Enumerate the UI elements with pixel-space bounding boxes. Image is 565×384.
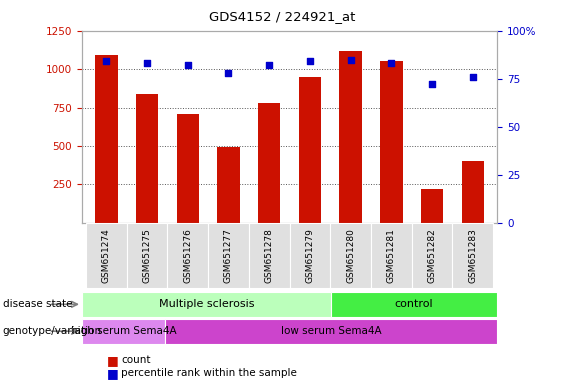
Text: GSM651277: GSM651277 bbox=[224, 228, 233, 283]
FancyBboxPatch shape bbox=[331, 292, 497, 317]
Text: GSM651283: GSM651283 bbox=[468, 228, 477, 283]
Text: ■: ■ bbox=[107, 367, 119, 380]
FancyBboxPatch shape bbox=[453, 223, 493, 288]
Text: genotype/variation: genotype/variation bbox=[3, 326, 102, 336]
FancyBboxPatch shape bbox=[82, 319, 165, 344]
Point bbox=[306, 58, 315, 65]
Text: high serum Sema4A: high serum Sema4A bbox=[71, 326, 176, 336]
FancyBboxPatch shape bbox=[331, 223, 371, 288]
Bar bbox=[95, 55, 118, 223]
Text: GSM651274: GSM651274 bbox=[102, 228, 111, 283]
Bar bbox=[218, 147, 240, 223]
Point bbox=[142, 60, 151, 66]
Text: GSM651278: GSM651278 bbox=[265, 228, 273, 283]
Text: count: count bbox=[121, 355, 151, 365]
Text: GSM651275: GSM651275 bbox=[142, 228, 151, 283]
FancyBboxPatch shape bbox=[82, 292, 331, 317]
Bar bbox=[421, 189, 444, 223]
FancyBboxPatch shape bbox=[249, 223, 289, 288]
Bar bbox=[462, 161, 484, 223]
FancyBboxPatch shape bbox=[167, 223, 208, 288]
Text: disease state: disease state bbox=[3, 299, 72, 310]
FancyBboxPatch shape bbox=[371, 223, 412, 288]
Text: control: control bbox=[395, 299, 433, 310]
FancyBboxPatch shape bbox=[289, 223, 331, 288]
FancyBboxPatch shape bbox=[86, 223, 127, 288]
Text: ■: ■ bbox=[107, 354, 119, 367]
Bar bbox=[340, 51, 362, 223]
Text: GSM651276: GSM651276 bbox=[183, 228, 192, 283]
Text: GSM651279: GSM651279 bbox=[306, 228, 314, 283]
Bar bbox=[258, 103, 280, 223]
Point bbox=[387, 60, 396, 66]
Bar bbox=[136, 94, 158, 223]
Text: Multiple sclerosis: Multiple sclerosis bbox=[159, 299, 254, 310]
Point bbox=[183, 62, 192, 68]
Text: percentile rank within the sample: percentile rank within the sample bbox=[121, 368, 297, 378]
FancyBboxPatch shape bbox=[208, 223, 249, 288]
Point bbox=[428, 81, 437, 88]
Text: GDS4152 / 224921_at: GDS4152 / 224921_at bbox=[209, 10, 356, 23]
Point bbox=[102, 58, 111, 65]
Bar bbox=[380, 61, 402, 223]
Point bbox=[224, 70, 233, 76]
Text: GSM651281: GSM651281 bbox=[387, 228, 396, 283]
Text: GSM651282: GSM651282 bbox=[428, 228, 437, 283]
Point bbox=[468, 74, 477, 80]
Text: low serum Sema4A: low serum Sema4A bbox=[281, 326, 381, 336]
FancyBboxPatch shape bbox=[165, 319, 497, 344]
FancyBboxPatch shape bbox=[412, 223, 453, 288]
FancyBboxPatch shape bbox=[127, 223, 167, 288]
Bar bbox=[177, 114, 199, 223]
Point bbox=[264, 62, 273, 68]
Point bbox=[346, 56, 355, 63]
Text: GSM651280: GSM651280 bbox=[346, 228, 355, 283]
Bar bbox=[299, 77, 321, 223]
